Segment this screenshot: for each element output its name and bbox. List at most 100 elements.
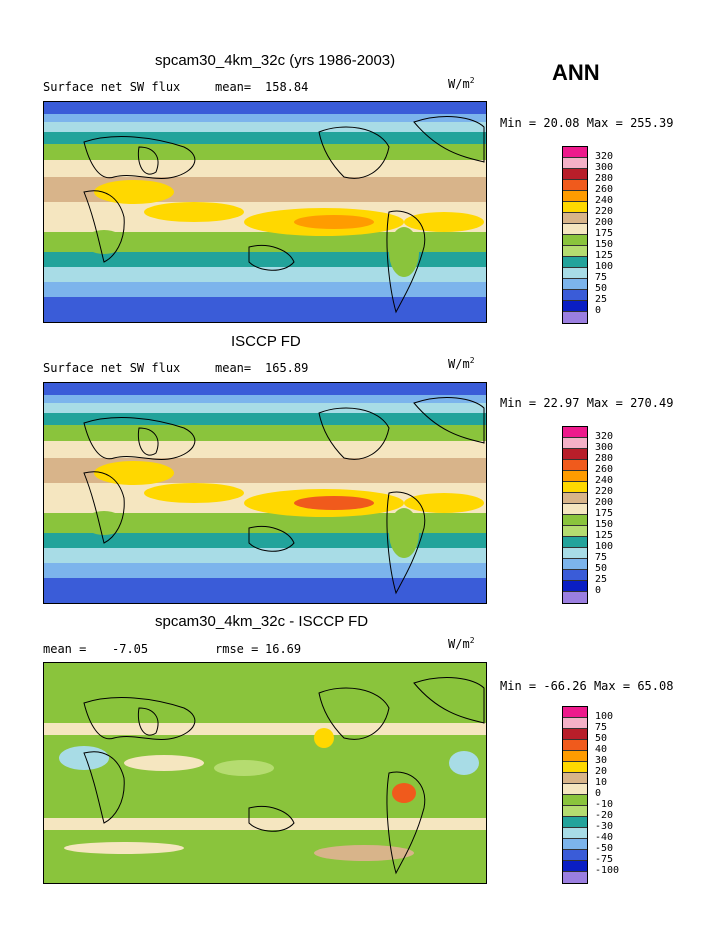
map-band xyxy=(44,144,486,160)
colorbar-tick-label: 175 xyxy=(595,508,614,519)
coastline xyxy=(386,491,426,595)
coastline xyxy=(413,677,485,724)
colorbar-tick-label: 100 xyxy=(595,711,614,722)
coastline xyxy=(413,116,485,163)
colorbar-tick-label: -40 xyxy=(595,832,614,843)
colorbar-tick-label: 280 xyxy=(595,173,614,184)
map-band xyxy=(44,513,486,533)
colorbar-swatch xyxy=(563,438,587,449)
colorbar-tick-label: 260 xyxy=(595,184,614,195)
coastline xyxy=(83,751,125,824)
colorbar-tick-label: -30 xyxy=(595,821,614,832)
colorbar-swatch xyxy=(563,246,587,257)
colorbar-tick-label: 40 xyxy=(595,744,608,755)
colorbar-swatch xyxy=(563,537,587,548)
coastline xyxy=(137,146,159,175)
colorbar-tick-label: 50 xyxy=(595,733,608,744)
season-label: ANN xyxy=(552,60,600,85)
colorbar-tick-label: -100 xyxy=(595,865,620,876)
colorbar-tick-label: 200 xyxy=(595,497,614,508)
colorbar-tick-label: 125 xyxy=(595,530,614,541)
colorbar-swatch xyxy=(563,559,587,570)
colorbar-tick-label: 10 xyxy=(595,777,608,788)
colorbar-swatch xyxy=(563,581,587,592)
colorbar-swatch xyxy=(563,427,587,438)
colorbar-swatch xyxy=(563,235,587,246)
colorbar-tick-label: 300 xyxy=(595,442,614,453)
colorbar-swatch xyxy=(563,180,587,191)
coastline xyxy=(83,471,125,544)
map-feature xyxy=(404,493,484,513)
panel3-rmse-value: 16.69 xyxy=(265,642,302,656)
coastline xyxy=(83,697,196,740)
map-feature xyxy=(449,751,479,775)
colorbar-tick-label: 30 xyxy=(595,755,608,766)
colorbar-tick-label: 100 xyxy=(595,261,614,272)
colorbar-swatch xyxy=(563,301,587,312)
colorbar-tick-label: 50 xyxy=(595,283,608,294)
map-band xyxy=(44,282,486,297)
colorbar-tick-label: 175 xyxy=(595,228,614,239)
map-band xyxy=(44,578,486,603)
colorbar-swatch xyxy=(563,850,587,861)
colorbar-tick-label: 75 xyxy=(595,552,608,563)
map-feature xyxy=(84,230,124,254)
colorbar-swatch xyxy=(563,861,587,872)
panel1-field-label: Surface net SW flux xyxy=(43,80,181,94)
map-band xyxy=(44,114,486,122)
colorbar-swatch xyxy=(563,279,587,290)
map-band xyxy=(44,563,486,578)
map-feature xyxy=(144,202,244,222)
map-band xyxy=(44,425,486,441)
colorbar-swatch xyxy=(563,839,587,850)
panel3-map xyxy=(43,662,487,884)
coastline xyxy=(248,526,295,552)
map-band xyxy=(44,252,486,267)
colorbar-swatch xyxy=(563,471,587,482)
colorbar-tick-label: 0 xyxy=(595,788,602,799)
colorbar-swatch xyxy=(563,169,587,180)
map-band xyxy=(44,533,486,548)
colorbar-swatch xyxy=(563,729,587,740)
panel3-units: W/m2 xyxy=(448,636,475,651)
colorbar-swatch xyxy=(563,806,587,817)
map-feature xyxy=(392,783,416,803)
panel2-mean-value: 165.89 xyxy=(265,361,309,375)
colorbar-tick-label: 75 xyxy=(595,272,608,283)
panel3-colorbar xyxy=(562,706,588,884)
coastline xyxy=(137,707,159,736)
panel1-units: W/m2 xyxy=(448,76,475,91)
panel2-mean-label: mean= xyxy=(215,361,252,375)
colorbar-tick-label: 200 xyxy=(595,217,614,228)
colorbar-tick-label: -20 xyxy=(595,810,614,821)
map-feature xyxy=(294,496,374,510)
colorbar-tick-label: 20 xyxy=(595,766,608,777)
map-feature xyxy=(314,728,334,748)
colorbar-tick-label: 50 xyxy=(595,563,608,574)
map-band xyxy=(44,232,486,252)
colorbar-tick-label: -75 xyxy=(595,854,614,865)
map-band xyxy=(44,395,486,403)
colorbar-swatch xyxy=(563,191,587,202)
map-band xyxy=(44,297,486,322)
panel1-title: spcam30_4km_32c (yrs 1986-2003) xyxy=(155,52,396,69)
panel1-mean-label: mean= xyxy=(215,80,252,94)
colorbar-tick-label: -10 xyxy=(595,799,614,810)
panel3-rmse-label: rmse = xyxy=(215,642,259,656)
colorbar-swatch xyxy=(563,257,587,268)
colorbar-tick-label: 320 xyxy=(595,151,614,162)
coastline xyxy=(248,806,295,832)
panel2-units: W/m2 xyxy=(448,356,475,371)
colorbar-swatch xyxy=(563,762,587,773)
map-feature xyxy=(214,760,274,776)
colorbar-swatch xyxy=(563,718,587,729)
coastline xyxy=(137,427,159,456)
map-band xyxy=(44,413,486,425)
panel3-mean-label: mean = xyxy=(43,642,87,656)
coastline xyxy=(386,210,426,314)
map-feature xyxy=(64,842,184,854)
colorbar-swatch xyxy=(563,570,587,581)
map-feature xyxy=(144,483,244,503)
map-feature xyxy=(94,180,174,204)
colorbar-swatch xyxy=(563,493,587,504)
